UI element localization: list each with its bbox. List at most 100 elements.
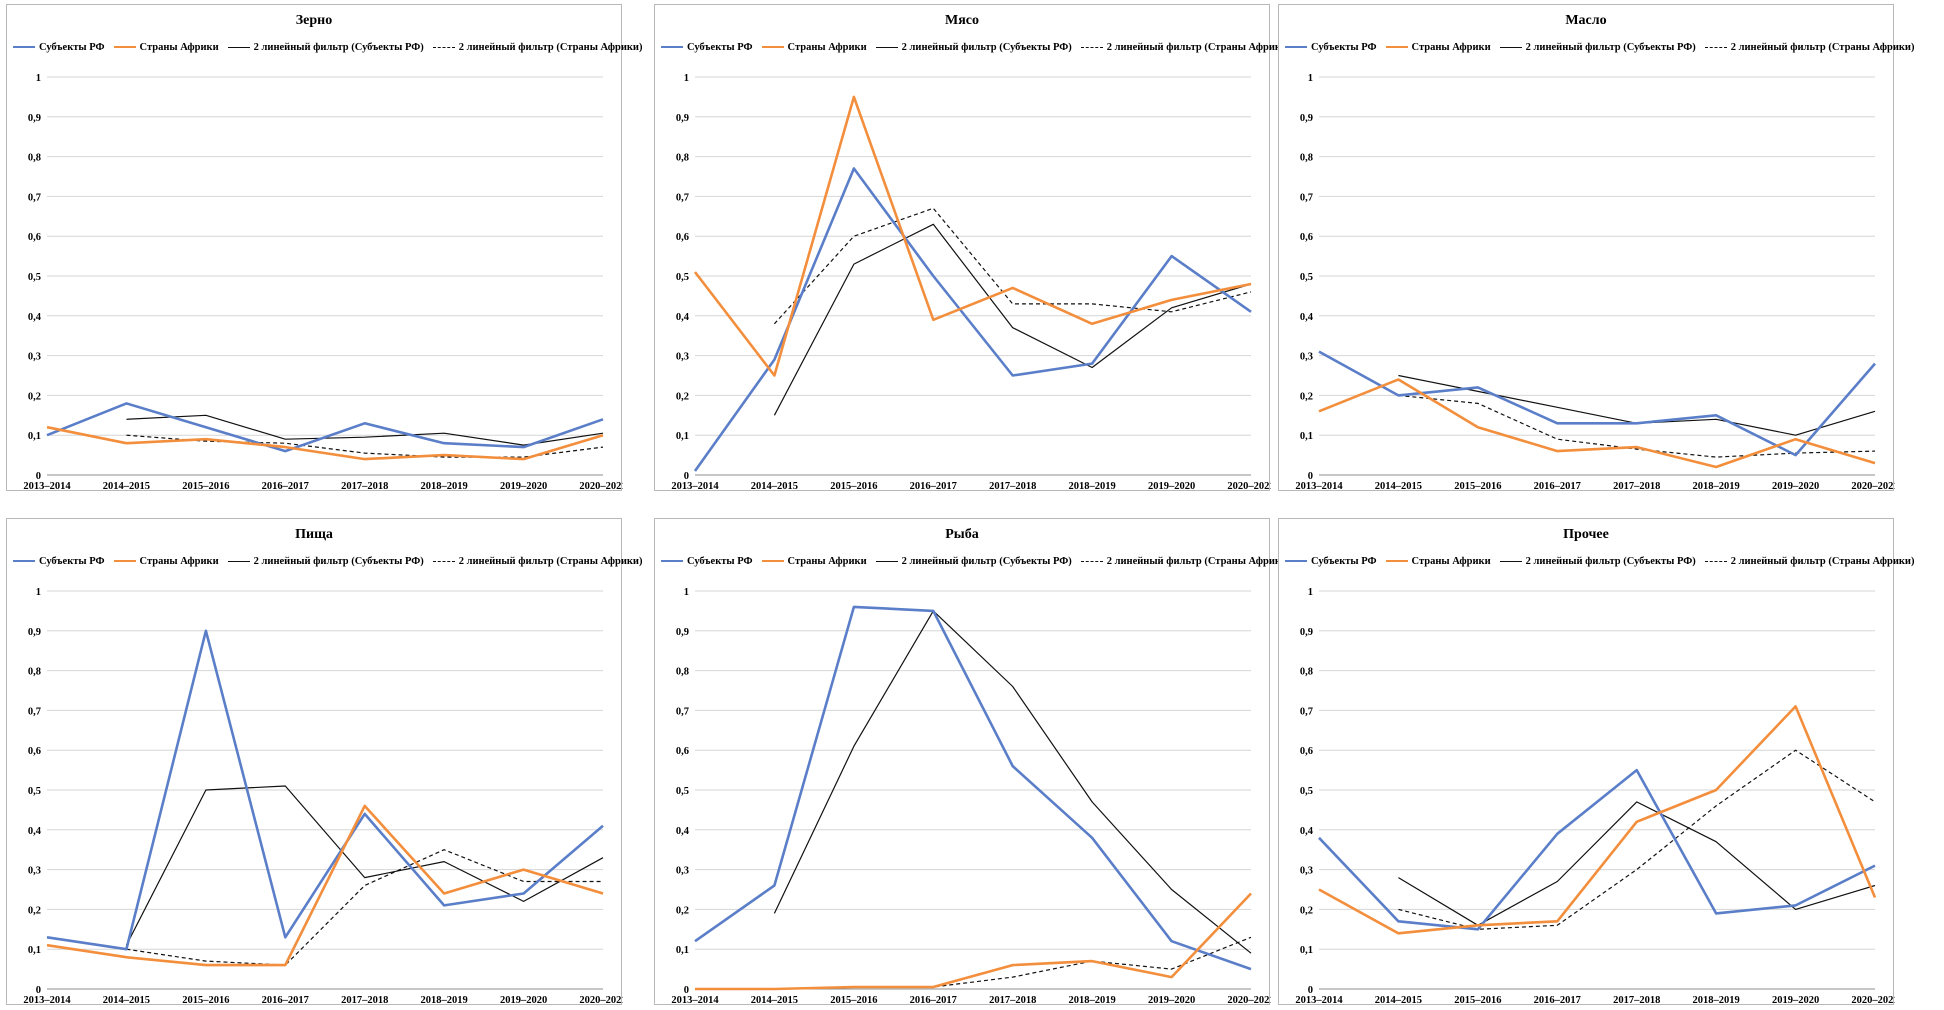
- legend-item-africa: Страны Африки: [761, 556, 867, 567]
- chart-panel-grain: Зерно Субъекты РФ Страны Африки 2 линейн…: [6, 4, 642, 492]
- series-line-filter-rf: [125, 785, 604, 946]
- legend-swatch: [875, 46, 898, 48]
- series-line-africa: [46, 425, 604, 461]
- legend-label: Страны Африки: [139, 555, 219, 567]
- legend-item-rf: Субъекты РФ: [661, 42, 753, 53]
- legend-swatch: [432, 46, 455, 48]
- x-tick-label: 2017–2018: [989, 481, 1036, 492]
- y-tick-label: 0,8: [28, 153, 41, 164]
- y-tick-label: 0,1: [676, 431, 689, 442]
- y-tick-label: 0,6: [28, 232, 41, 243]
- x-tick-label: 2015–2016: [830, 995, 877, 1006]
- x-tick-label: 2015–2016: [182, 995, 229, 1006]
- x-tick-label: 2020–2021: [579, 481, 623, 492]
- y-tick-label: 0,9: [676, 627, 689, 638]
- legend-swatch: [13, 46, 35, 48]
- x-tick-label: 2014–2015: [1375, 995, 1422, 1006]
- y-tick-label: 0,9: [1300, 627, 1313, 638]
- y-tick-label: 0,7: [28, 192, 41, 203]
- chart-panel-food: Пища Субъекты РФ Страны Африки 2 линейны…: [6, 518, 642, 1006]
- y-tick-label: 1: [1308, 587, 1313, 598]
- y-tick-label: 0,2: [28, 391, 41, 402]
- chart-plot-area: 0 0,1 0,2 0,3 0,4 0,5 0,6 0,7 0,8 0,9 1 2013–2014 20…: [23, 73, 623, 492]
- legend-label: 2 линейный фильтр (Страны Африки): [1730, 41, 1915, 53]
- x-tick-label: 2015–2016: [1454, 995, 1501, 1006]
- x-tick-label: 2017–2018: [341, 995, 388, 1006]
- x-tick-label: 2016–2017: [1534, 995, 1581, 1006]
- x-tick-label: 2019–2020: [1772, 995, 1819, 1006]
- y-tick-label: 0,2: [1300, 391, 1313, 402]
- y-tick-label: 0,6: [676, 232, 689, 243]
- x-tick-label: 2018–2019: [421, 481, 468, 492]
- chart-plot-area: 0 0,1 0,2 0,3 0,4 0,5 0,6 0,7 0,8 0,9 1 2013–2014 20…: [1295, 73, 1895, 492]
- series-line-africa: [693, 95, 1252, 377]
- y-tick-label: 0,4: [676, 312, 690, 323]
- x-tick-label: 2019–2020: [1772, 481, 1819, 492]
- x-tick-label: 2014–2015: [751, 481, 798, 492]
- legend-swatch: [1080, 46, 1103, 48]
- y-tick-label: 0,1: [28, 431, 41, 442]
- y-tick-label: 0,5: [676, 786, 689, 797]
- legend-item-filter-africa: 2 линейный фильтр (Страны Африки): [1080, 555, 1291, 567]
- legend-label: 2 линейный фильтр (Субъекты РФ): [253, 555, 424, 567]
- y-tick-label: 0,8: [676, 153, 689, 164]
- x-tick-label: 2018–2019: [421, 995, 468, 1006]
- legend-swatch: [13, 560, 35, 562]
- series-line-filter-rf: [1398, 374, 1876, 436]
- x-tick-label: 2018–2019: [1693, 481, 1740, 492]
- y-tick-label: 0,1: [28, 945, 41, 956]
- y-tick-label: 0,7: [676, 706, 689, 717]
- x-tick-label: 2017–2018: [1613, 995, 1660, 1006]
- series-line-rf: [693, 167, 1252, 472]
- legend-item-rf: Субъекты РФ: [13, 42, 105, 53]
- y-tick-label: 0,7: [1300, 192, 1313, 203]
- x-tick-label: 2013–2014: [1295, 995, 1343, 1006]
- legend-label: Страны Африки: [1411, 41, 1491, 53]
- legend-label: Субъекты РФ: [687, 555, 753, 567]
- x-tick-label: 2013–2014: [23, 995, 71, 1006]
- series-line-rf: [1318, 768, 1876, 931]
- legend-item-filter-rf: 2 линейный фильтр (Субъекты РФ): [875, 556, 1072, 567]
- y-tick-label: 0,8: [1300, 667, 1313, 678]
- series-line-filter-africa: [1398, 749, 1876, 930]
- legend-swatch: [1499, 560, 1522, 562]
- legend-item-africa: Страны Африки: [113, 42, 219, 53]
- legend-item-africa: Страны Африки: [761, 42, 867, 53]
- y-tick-label: 0,3: [1300, 352, 1313, 363]
- y-tick-label: 0,9: [28, 627, 41, 638]
- legend-swatch: [227, 560, 250, 562]
- chart-title: Рыба: [945, 527, 979, 542]
- series-line-rf: [46, 629, 604, 951]
- x-tick-label: 2016–2017: [910, 995, 957, 1006]
- legend-label: 2 линейный фильтр (Страны Африки): [1106, 555, 1291, 567]
- chart-panel-fish: Рыба Субъекты РФ Страны Африки 2 линейны…: [654, 518, 1290, 1006]
- y-tick-label: 0,6: [1300, 232, 1313, 243]
- legend-label: Страны Африки: [1411, 555, 1491, 567]
- y-tick-label: 0,1: [676, 945, 689, 956]
- legend-swatch: [761, 46, 784, 48]
- chart-plot-area: 0 0,1 0,2 0,3 0,4 0,5 0,6 0,7 0,8 0,9 1 2013–2014 20…: [671, 73, 1271, 492]
- legend-label: Субъекты РФ: [39, 555, 105, 567]
- legend-label: 2 линейный фильтр (Субъекты РФ): [253, 41, 424, 53]
- legend-item-filter-africa: 2 линейный фильтр (Страны Африки): [1704, 556, 1914, 567]
- y-tick-label: 0,3: [676, 866, 689, 877]
- chart-plot-area: 0 0,1 0,2 0,3 0,4 0,5 0,6 0,7 0,8 0,9 1 2013–2014 20…: [23, 587, 623, 1006]
- x-tick-label: 2015–2016: [830, 481, 877, 492]
- x-tick-label: 2020–2021: [579, 995, 623, 1006]
- legend-swatch: [1499, 46, 1522, 48]
- y-tick-label: 0,4: [28, 826, 42, 837]
- y-tick-label: 0,6: [676, 746, 689, 757]
- chart-title: Пища: [295, 527, 333, 542]
- x-tick-label: 2020–2021: [1851, 995, 1895, 1006]
- x-tick-label: 2019–2020: [500, 995, 547, 1006]
- x-tick-label: 2013–2014: [671, 481, 719, 492]
- chart-title: Мясо: [944, 13, 979, 28]
- series-line-africa: [695, 892, 1252, 991]
- series-line-filter-africa: [773, 207, 1252, 325]
- y-tick-label: 0,1: [1300, 431, 1313, 442]
- chart-panel-other: Прочее Субъекты РФ Страны Африки 2 линей…: [1278, 518, 1914, 1006]
- x-tick-label: 2019–2020: [1148, 995, 1195, 1006]
- series-line-filter-rf: [126, 414, 604, 446]
- legend-swatch: [1704, 46, 1727, 48]
- legend-swatch: [1285, 46, 1307, 48]
